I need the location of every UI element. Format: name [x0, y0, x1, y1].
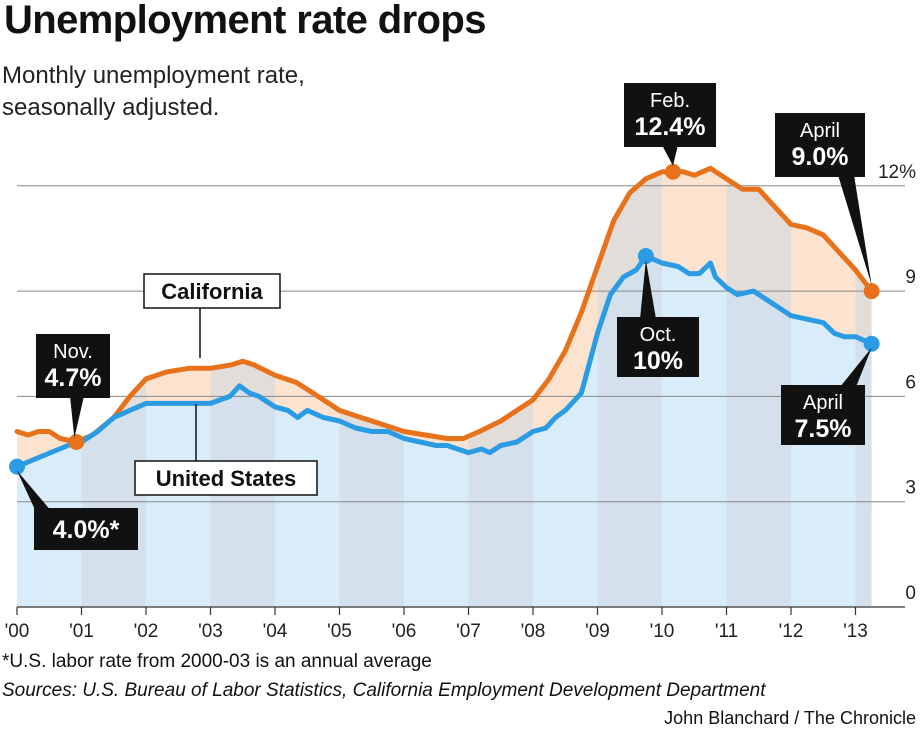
callout-pointer — [840, 347, 872, 387]
x-tick-label: '09 — [585, 621, 610, 642]
area-fills — [17, 168, 872, 607]
united-states-line — [14, 253, 875, 470]
highlight-dot — [863, 335, 880, 352]
callout-value: 12.4% — [635, 113, 706, 141]
callout-box — [34, 508, 138, 550]
y-tick-label: 3 — [905, 478, 916, 499]
california-label: California — [143, 273, 281, 358]
x-tick-label: '05 — [327, 621, 352, 642]
callout-pointer — [662, 145, 678, 166]
callout-label: Feb. — [650, 90, 690, 112]
callout-0: Nov.4.7% — [36, 334, 110, 439]
callout-box — [775, 113, 865, 177]
y-tick-label: 12% — [878, 162, 916, 183]
y-axis: 0 3 6 9 12% — [878, 162, 916, 604]
callout-value: 9.0% — [792, 143, 849, 171]
x-axis: '00 '01 '02 '03 '04 '05 '06 '07 '08 '09 '10 '11 '12 '… — [5, 607, 868, 642]
callout-pointer — [838, 175, 872, 286]
callout-pointer — [70, 396, 84, 439]
x-tick-label: '02 — [134, 621, 159, 642]
callout-5: 4.0%* — [17, 470, 138, 550]
x-tick-label: '12 — [779, 621, 804, 642]
year-band — [339, 175, 404, 607]
label-text: California — [161, 279, 263, 304]
footnote: *U.S. labor rate from 2000-03 is an annu… — [2, 651, 432, 672]
year-band — [597, 175, 662, 607]
sources-note: Sources: U.S. Bureau of Labor Statistics… — [2, 680, 766, 701]
series-lines — [14, 165, 875, 470]
y-tick-label: 0 — [905, 583, 916, 604]
label-box — [143, 273, 281, 309]
callout-label: Nov. — [53, 341, 93, 363]
label-box — [134, 460, 318, 496]
callout-box — [624, 83, 716, 147]
year-band — [468, 175, 533, 607]
x-tick-label: '11 — [715, 621, 738, 642]
callout-box — [781, 385, 865, 445]
callout-label: April — [803, 392, 843, 414]
y-tick-label: 9 — [905, 267, 916, 288]
highlight-dot — [664, 163, 681, 180]
callout-label: Oct. — [640, 324, 677, 346]
x-tick-label: '04 — [263, 621, 288, 642]
chart-subtitle-line2: seasonally adjusted. — [2, 94, 220, 121]
x-tick-label: '08 — [521, 621, 546, 642]
x-tick-label: '03 — [198, 621, 223, 642]
callout-1: Feb.12.4% — [624, 83, 716, 166]
callout-label: April — [800, 120, 840, 142]
y-tick-label: 6 — [905, 372, 916, 393]
callout-value: 4.0%* — [53, 516, 120, 544]
callout-value: 10% — [633, 347, 683, 375]
chart-title: Unemployment rate drops — [4, 0, 486, 42]
callout-pointer — [640, 260, 656, 319]
highlight-dot — [9, 458, 25, 475]
year-band — [726, 175, 791, 607]
callout-labels: Nov.4.7%Feb.12.4% April9.0%Oct.10%April7.… — [17, 83, 872, 550]
label-text: United States — [156, 466, 297, 491]
highlight-dot — [863, 283, 880, 300]
callout-value: 7.5% — [795, 415, 852, 443]
california-line — [14, 165, 875, 445]
x-tick-label: '00 — [5, 621, 30, 642]
callout-pointer — [17, 470, 52, 512]
callout-value: 4.7% — [45, 364, 102, 392]
x-tick-label: '07 — [456, 621, 481, 642]
highlight-dot — [68, 434, 85, 451]
x-tick-label: '10 — [650, 621, 675, 642]
callout-box — [617, 317, 699, 377]
callout-3: Oct.10% — [617, 260, 699, 377]
x-tick-label: '13 — [843, 621, 868, 642]
highlight-dots — [9, 163, 880, 475]
x-tick-label: '06 — [392, 621, 417, 642]
highlight-dot — [637, 248, 654, 264]
credit-line: John Blanchard / The Chronicle — [664, 708, 916, 728]
united-states-label: United States — [134, 404, 318, 496]
x-tick-label: '01 — [69, 621, 94, 642]
callout-box — [36, 334, 110, 398]
chart-subtitle-line1: Monthly unemployment rate, — [2, 62, 305, 89]
unemployment-chart: '00 '01 '02 '03 '04 '05 '06 '07 '08 '09 '10 '11 '12 '… — [5, 83, 916, 642]
